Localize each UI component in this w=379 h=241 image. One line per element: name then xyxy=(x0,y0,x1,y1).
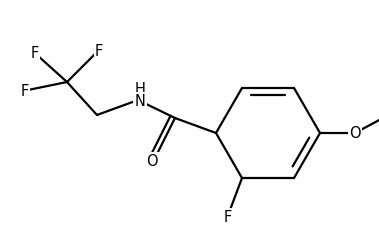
Text: O: O xyxy=(146,154,158,168)
Text: N: N xyxy=(135,94,146,108)
Text: F: F xyxy=(95,43,103,59)
Text: O: O xyxy=(349,127,361,141)
Text: F: F xyxy=(31,47,39,61)
Text: F: F xyxy=(224,209,232,225)
Text: F: F xyxy=(21,83,29,99)
Text: H: H xyxy=(135,81,146,96)
